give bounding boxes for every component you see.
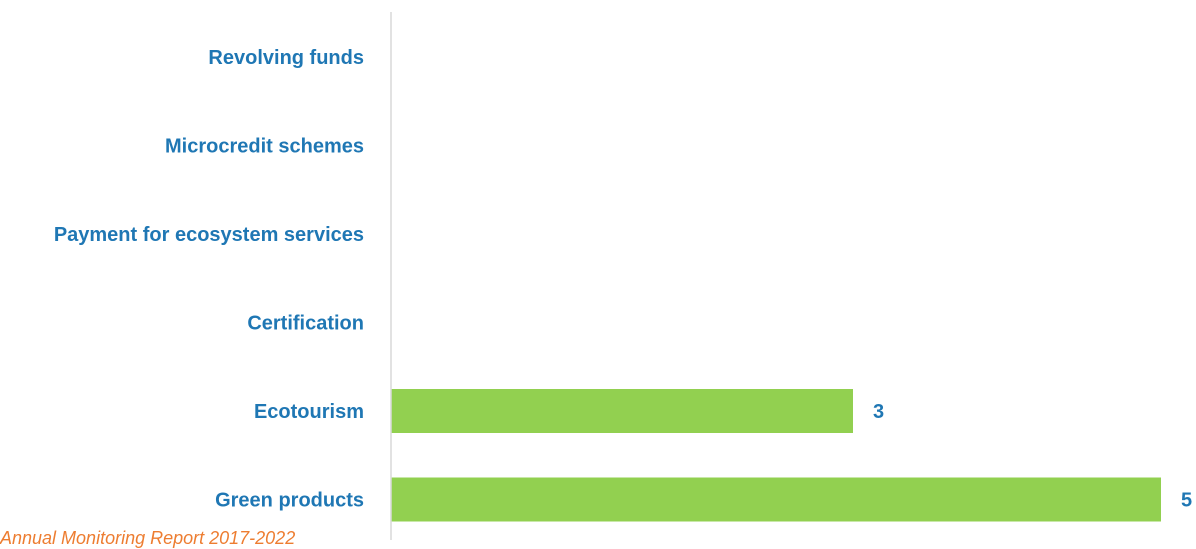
category-label-revolving-funds: Revolving funds — [208, 47, 364, 69]
bar-green-products — [391, 477, 1161, 522]
category-label-microcredit-schemes: Microcredit schemes — [165, 136, 364, 158]
value-labels: 35 — [873, 401, 1192, 512]
category-labels: Revolving funds Microcredit schemes Paymen… — [54, 47, 364, 512]
data-label-green-products: 5 — [1181, 490, 1192, 512]
category-label-ecotourism: Ecotourism — [254, 401, 364, 423]
bar-ecotourism — [391, 389, 853, 433]
bars-layer — [391, 389, 1161, 522]
source-note: Annual Monitoring Report 2017-2022 — [0, 528, 296, 548]
data-label-ecotourism: 3 — [873, 401, 884, 423]
category-label-payment-for-ecosystem-services: Payment for ecosystem services — [54, 224, 364, 246]
category-label-certification: Certification — [247, 313, 364, 335]
category-label-green-products: Green products — [215, 490, 364, 512]
